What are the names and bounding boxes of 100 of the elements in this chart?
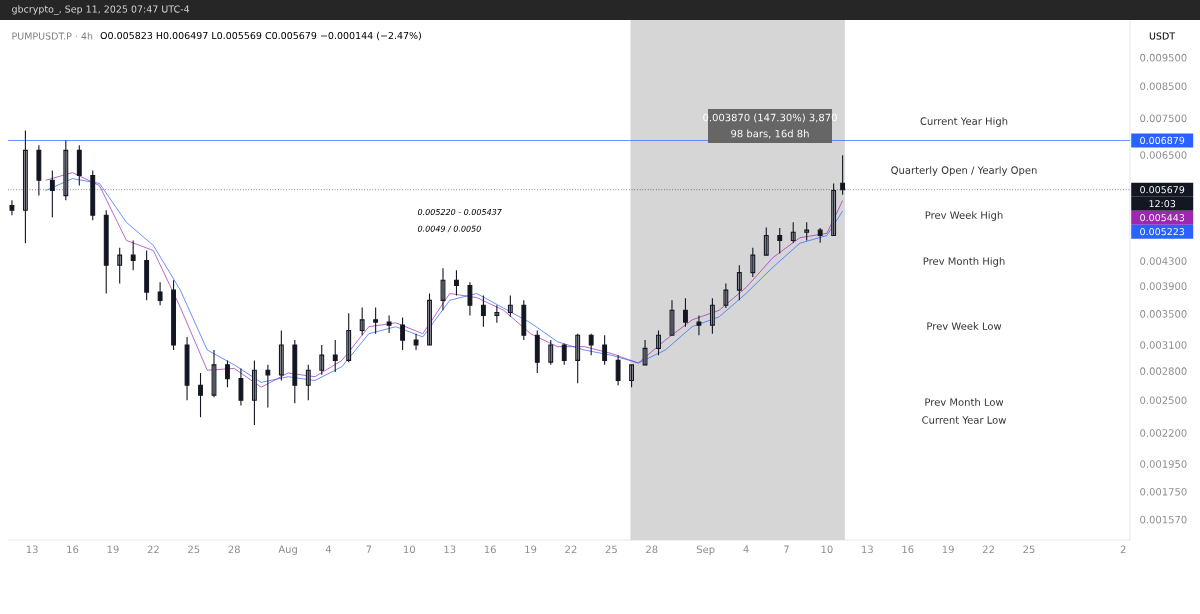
candlestick (790, 221, 796, 244)
candlestick (669, 299, 675, 336)
annotation: Prev Week High (925, 211, 1003, 221)
candlestick (144, 249, 150, 301)
candlestick (184, 336, 190, 401)
candlestick (346, 312, 352, 363)
candlestick (211, 349, 217, 398)
candlestick (103, 209, 109, 295)
candlestick (709, 297, 715, 335)
candlestick (817, 227, 823, 244)
candlestick (305, 364, 311, 401)
candlestick (9, 199, 15, 216)
x-tick-label: 22 (565, 545, 577, 553)
candlestick (602, 334, 608, 366)
text: gbcrypto_, Sep 11, 2025 07:47 UTC-4 (12, 5, 190, 15)
candlestick (575, 333, 581, 384)
y-tick-label: 0.001950 (1140, 460, 1187, 468)
x-tick-label: 10 (404, 545, 416, 554)
annotation: Current Year High (920, 117, 1008, 127)
candlestick (736, 264, 742, 301)
x-tick-label: 19 (525, 545, 537, 554)
candlestick (548, 339, 554, 366)
x-tick-label: 7 (366, 545, 372, 553)
x-tick-label: 25 (605, 545, 617, 554)
candlestick (76, 144, 82, 187)
candlestick (723, 282, 729, 309)
x-tick-label: 10 (821, 545, 833, 554)
candlestick (763, 226, 769, 256)
text: PUMPUSDT.P · 4h (12, 32, 93, 40)
candlestick (494, 304, 500, 324)
x-tick-label: 16 (67, 545, 79, 554)
y-tick-label: 0.003100 (1140, 341, 1187, 349)
candlestick (427, 292, 432, 346)
x-tick-label: 7 (784, 545, 789, 553)
x-tick-label: 28 (228, 545, 240, 554)
x-tick-label: Aug (278, 545, 297, 555)
y-tick-label: 0.002200 (1140, 429, 1187, 437)
x-tick-label: 13 (444, 545, 456, 554)
x-tick-label: 22 (982, 545, 994, 553)
candlestick (198, 372, 203, 418)
candlestick (696, 314, 702, 336)
text: 0.005443 (1140, 214, 1185, 222)
annotation: 98 bars, 16d 8h (731, 129, 809, 139)
candlestick (238, 367, 244, 406)
ref-line-label: 0.006879 (1140, 136, 1185, 145)
annotation: Prev Week Low (927, 322, 1002, 330)
annotation: Current Year Low (922, 416, 1006, 424)
x-tick-label: Sep (696, 545, 715, 556)
candlestick (171, 279, 177, 351)
x-tick-label: 4 (743, 545, 749, 553)
y-tick-label: 0.006500 (1140, 151, 1187, 159)
candlestick (804, 221, 810, 241)
x-tick-label: 4 (325, 545, 332, 553)
y-tick-label: 0.001570 (1140, 515, 1187, 524)
candlestick (251, 359, 257, 426)
y-tick-label: 0.002500 (1140, 396, 1187, 405)
x-tick-label: 16 (902, 545, 914, 554)
y-tick-label: 0.008500 (1140, 82, 1187, 90)
candlestick (373, 306, 379, 335)
candlestick (467, 281, 473, 316)
text: O0.005823 H0.006497 L0.005569 C0.005679 −0.000144 (−2.47%) (100, 31, 421, 41)
x-tick-label: 13 (862, 545, 873, 554)
candlestick (454, 269, 459, 297)
candlestick (265, 364, 271, 409)
annotation: Prev Month High (923, 257, 1005, 267)
candlestick (90, 169, 96, 221)
candlestick (777, 227, 783, 254)
text: 12:03 (1149, 200, 1176, 208)
candlestick (615, 354, 621, 386)
y-tick-label: 0.003900 (1140, 282, 1187, 290)
candlestick (225, 359, 230, 388)
annotation: Prev Month Low (925, 398, 1004, 406)
candlestick (642, 339, 648, 366)
candlestick (386, 314, 392, 334)
candlestick (534, 330, 540, 374)
candlestick (588, 333, 594, 356)
candlestick (629, 364, 635, 388)
candlestick (750, 247, 756, 278)
y-tick-label: 0.001750 (1140, 487, 1187, 496)
annotation: 0.005220 - 0.005437 (417, 208, 502, 216)
candlestick (157, 281, 163, 306)
candlestick (413, 333, 419, 351)
candlestick (521, 299, 527, 341)
x-tick-label: 28 (646, 545, 658, 554)
y-tick-label: 0.002800 (1140, 367, 1187, 375)
x-tick-label: 13 (26, 545, 38, 554)
x-tick-label: 22 (147, 545, 159, 553)
candlestick (507, 294, 513, 318)
y-tick-label: 0.003500 (1140, 310, 1187, 318)
y-axis-title: USDT (1149, 32, 1176, 40)
x-tick-label: 16 (484, 545, 496, 554)
candlestick (332, 339, 338, 373)
candlestick (480, 294, 486, 328)
candlestick (117, 247, 123, 285)
annotation: 0.0049 / 0.0050 (417, 225, 481, 233)
y-tick-label: 0.004300 (1140, 257, 1187, 265)
candlestick (278, 330, 284, 382)
candlestick (561, 342, 567, 366)
candlestick (130, 239, 136, 271)
annotation: Quarterly Open / Yearly Open (891, 166, 1037, 176)
